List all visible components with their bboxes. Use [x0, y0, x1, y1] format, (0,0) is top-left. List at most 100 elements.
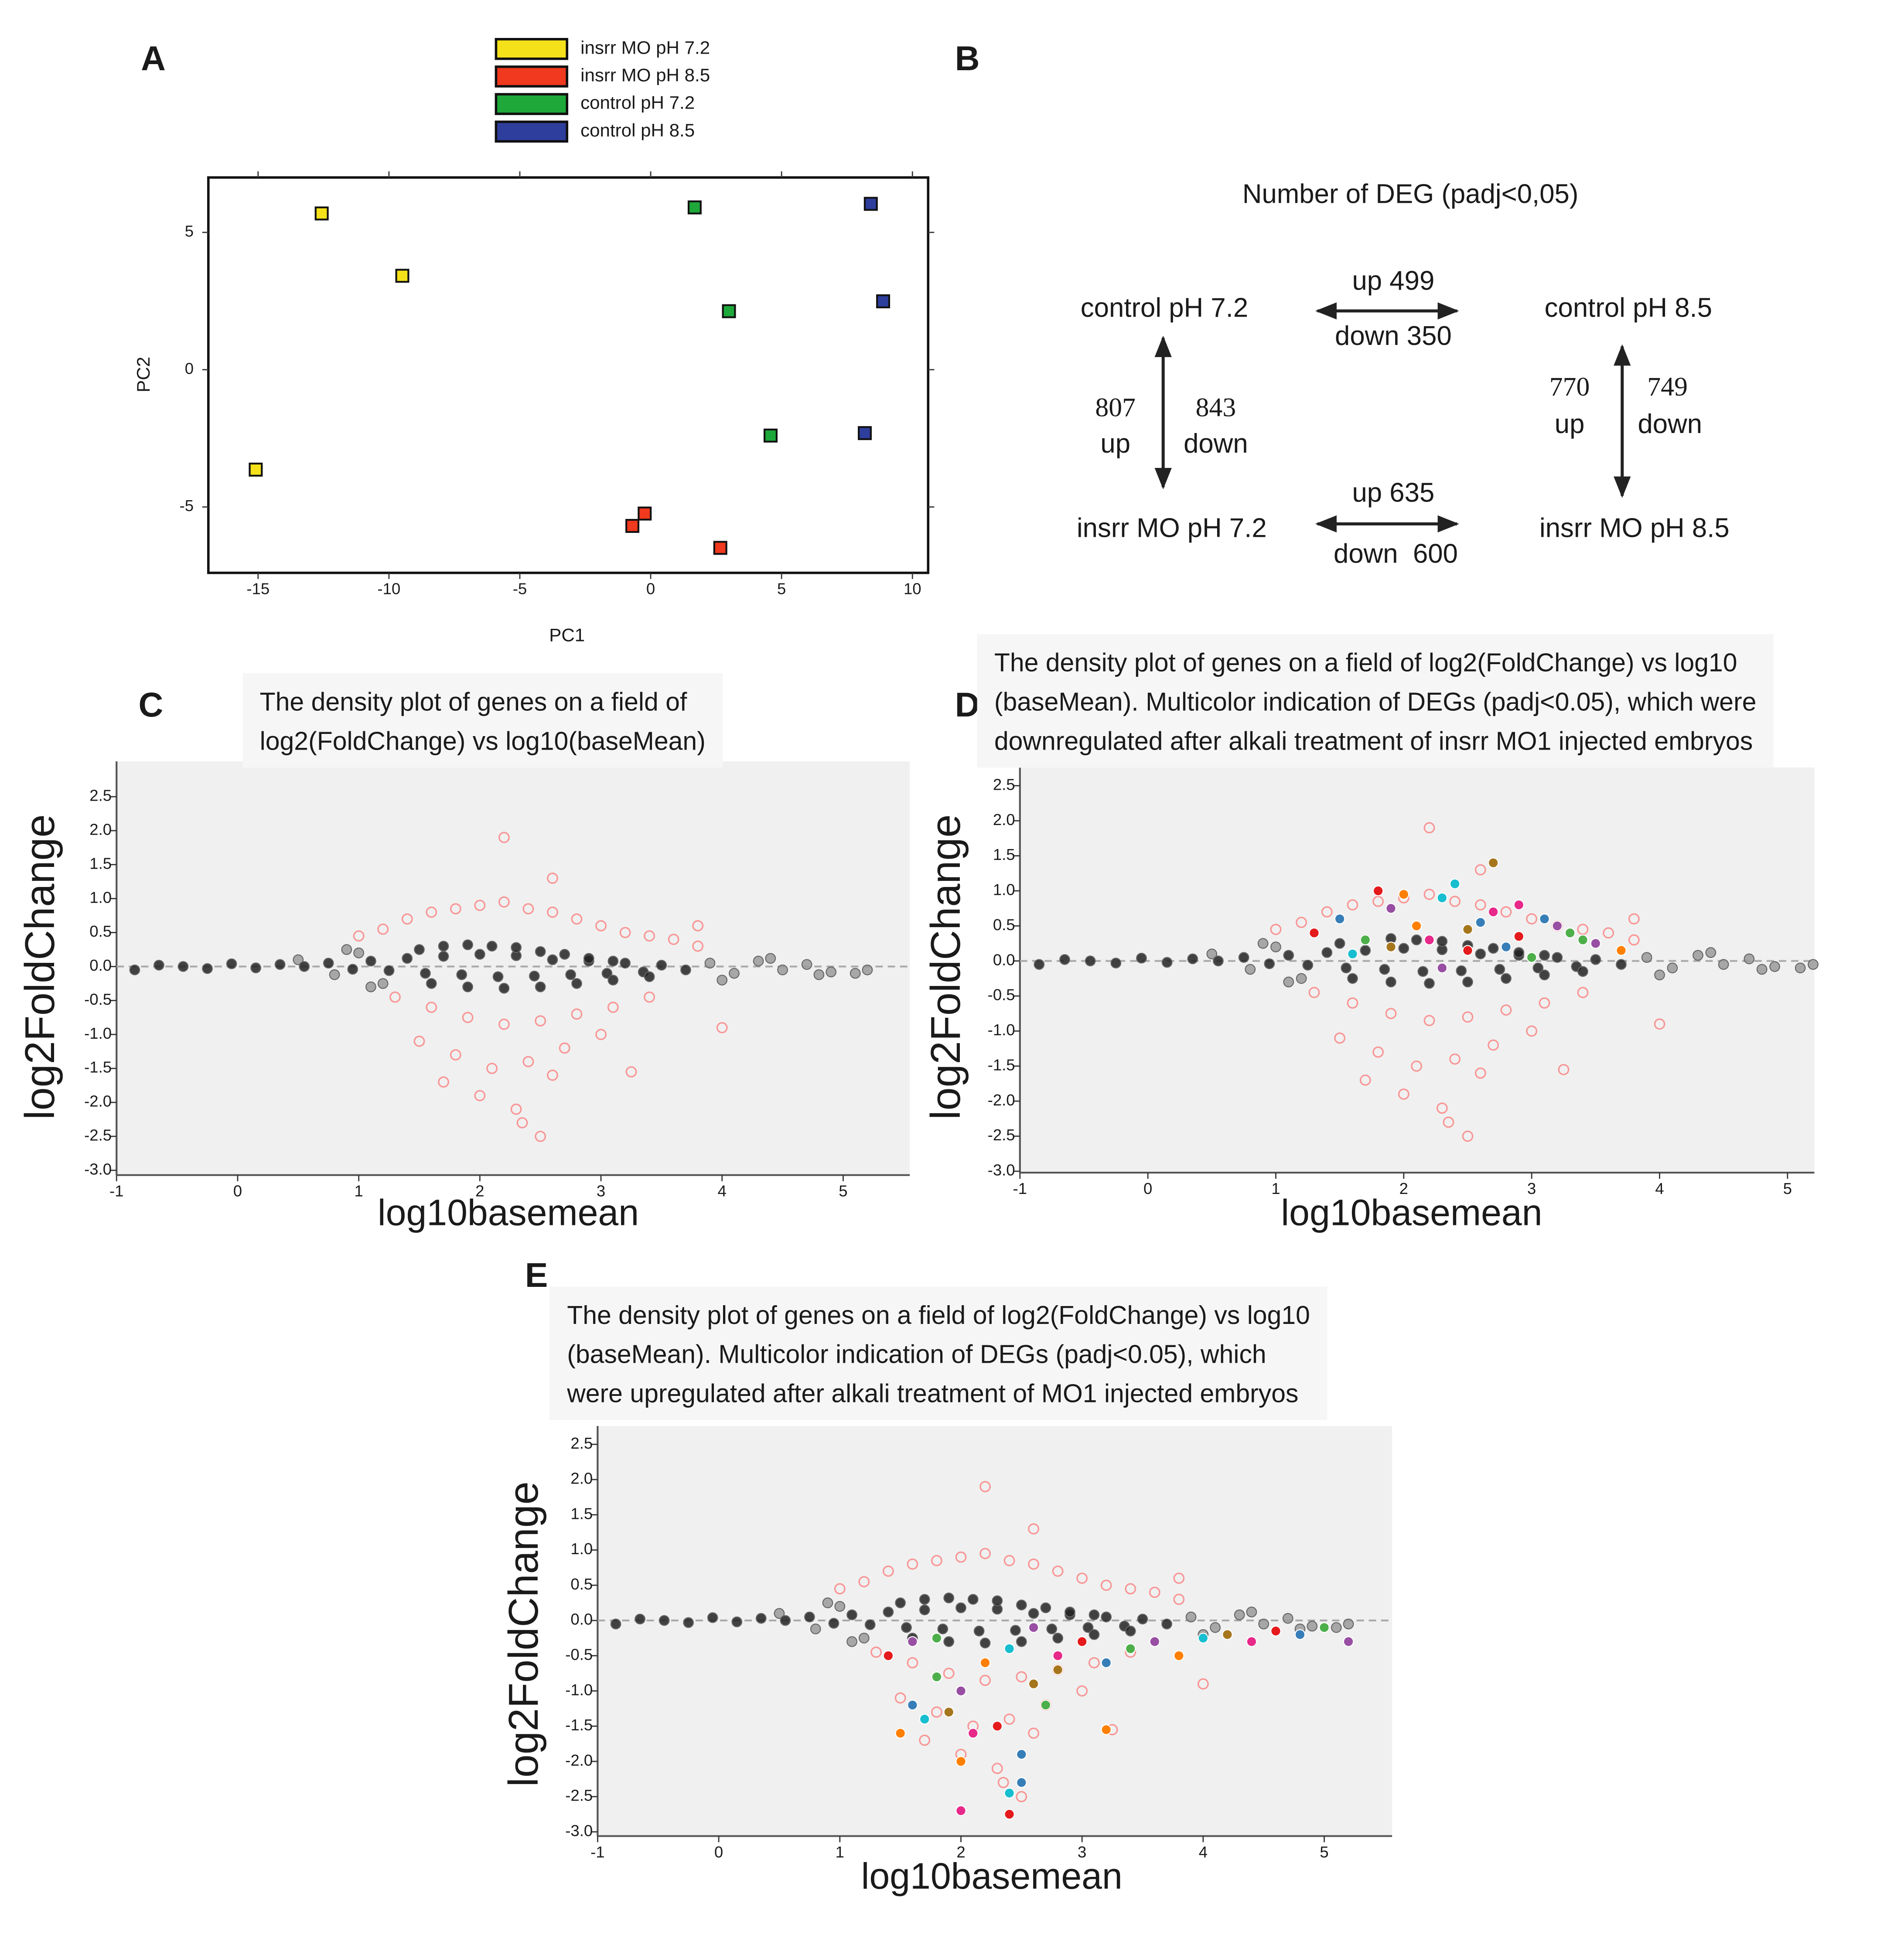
- point: [1590, 938, 1601, 949]
- x-tick-label: 3: [1078, 1843, 1086, 1861]
- legend-swatch: [495, 120, 569, 143]
- point: [1296, 973, 1307, 984]
- point: [1343, 1636, 1354, 1647]
- point: [1488, 857, 1499, 868]
- point: [931, 1706, 942, 1718]
- y-axis-label: log2FoldChange: [17, 814, 63, 1119]
- point: [1173, 1593, 1185, 1605]
- y-tick-label: -2.5: [988, 1126, 1015, 1144]
- point: [547, 954, 558, 965]
- point: [565, 969, 576, 980]
- point: [1379, 964, 1390, 975]
- point: [822, 1597, 833, 1608]
- point: [1667, 962, 1678, 974]
- point: [704, 958, 716, 969]
- point: [535, 946, 546, 957]
- point: [129, 964, 140, 976]
- x-tick-label: -10: [378, 580, 401, 598]
- point: [955, 1756, 966, 1767]
- title-background: [549, 1286, 1327, 1420]
- point: [1398, 889, 1409, 900]
- point: [1210, 1622, 1221, 1633]
- point: [1028, 1608, 1039, 1619]
- chart-title-line: The density plot of genes on a field of …: [567, 1301, 1310, 1330]
- point: [1417, 966, 1429, 977]
- x-axis-label: log10basemean: [861, 1856, 1123, 1896]
- point: [955, 1551, 967, 1563]
- x-tick-label: 0: [714, 1843, 723, 1861]
- point: [955, 1685, 966, 1696]
- point: [1808, 959, 1819, 970]
- point: [1462, 976, 1473, 988]
- point: [644, 930, 655, 942]
- point: [907, 1657, 918, 1668]
- y-tick-label: -1.0: [988, 1021, 1015, 1039]
- point: [692, 940, 704, 952]
- point: [1076, 1685, 1088, 1697]
- point: [535, 981, 546, 993]
- x-tick-label: 2: [956, 1843, 965, 1861]
- point: [1474, 864, 1486, 876]
- x-tick-label: 5: [1320, 1843, 1328, 1861]
- point: [943, 1592, 955, 1603]
- point: [1692, 950, 1703, 961]
- point: [895, 1597, 906, 1608]
- x-tick-label: 3: [597, 1182, 605, 1200]
- chart: -15 -10 -5 0 5 10 -5 0 5 PC1 PC2 insrr MO pH 7.2 ins…: [133, 37, 935, 645]
- point: [377, 978, 389, 989]
- point: [979, 1637, 991, 1649]
- point: [1004, 1809, 1015, 1820]
- point: [1309, 927, 1320, 938]
- point: [1003, 1713, 1015, 1725]
- y-tick-label: -3.0: [988, 1161, 1015, 1179]
- point: [813, 969, 825, 980]
- point: [883, 1607, 894, 1618]
- point: [1283, 976, 1294, 988]
- legend-label: control pH 7.2: [580, 92, 695, 113]
- point: [1016, 1636, 1027, 1647]
- point: [510, 1103, 522, 1115]
- point: [1187, 953, 1198, 965]
- point: [638, 506, 652, 521]
- point: [1552, 920, 1563, 931]
- point: [601, 968, 613, 979]
- point: [979, 1548, 991, 1559]
- point: [955, 1602, 966, 1613]
- point: [882, 1566, 894, 1577]
- point: [1185, 1611, 1197, 1623]
- point: [522, 903, 534, 914]
- point: [383, 965, 395, 976]
- point: [1360, 945, 1371, 956]
- chart-title-line: downregulated after alkali treatment of …: [994, 727, 1753, 755]
- point: [1234, 1609, 1245, 1620]
- point: [919, 1713, 930, 1725]
- node: insrr MO pH 7.2: [1077, 513, 1267, 543]
- x-axis-label: log10basemean: [1281, 1192, 1542, 1233]
- point: [1756, 964, 1768, 975]
- point: [474, 1090, 486, 1102]
- point: [1264, 958, 1275, 969]
- node: insrr MO pH 8.5: [1539, 513, 1730, 543]
- legend-swatch: [495, 65, 569, 88]
- point: [863, 197, 878, 211]
- point: [1603, 927, 1614, 939]
- x-axis-label: PC1: [549, 625, 585, 645]
- x-tick-label: -1: [1013, 1180, 1027, 1197]
- point: [474, 949, 485, 960]
- point: [992, 1721, 1003, 1732]
- point: [1423, 1015, 1435, 1027]
- point: [862, 964, 873, 976]
- panel-label: C: [138, 686, 163, 724]
- point: [1526, 1025, 1538, 1037]
- x-tick-label: 5: [777, 580, 786, 598]
- point: [1347, 997, 1358, 1009]
- point: [1513, 931, 1525, 942]
- point: [1034, 959, 1045, 970]
- point: [1616, 945, 1627, 956]
- y-tick-label: 5: [185, 222, 194, 240]
- point: [1449, 896, 1461, 907]
- point: [668, 934, 679, 945]
- point: [1028, 1523, 1040, 1535]
- edge-label: 770: [1549, 372, 1590, 402]
